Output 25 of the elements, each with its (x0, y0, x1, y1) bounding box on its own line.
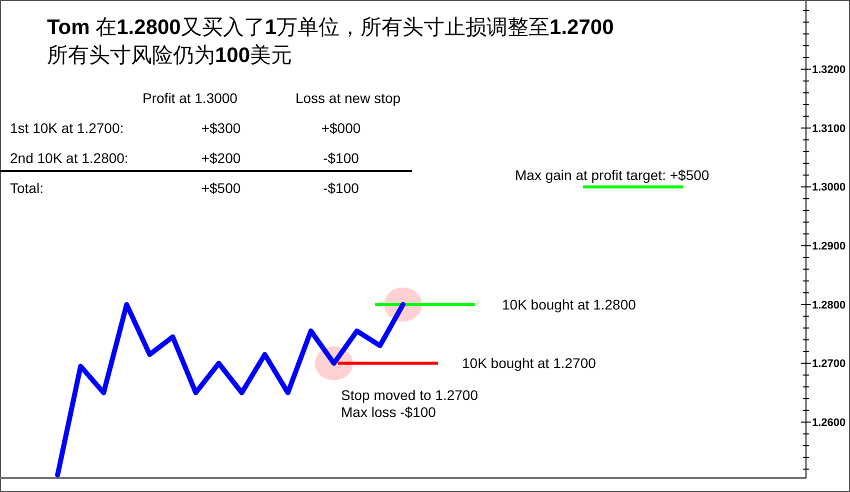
ref-line-label: 10K bought at 1.2700 (462, 355, 596, 372)
y-tick-label: 1.2800 (812, 299, 846, 312)
text: Tom 在1.2800又买入了1万单位，所有头寸止损调整至1.2700 (47, 16, 614, 39)
annotation: +$000 (321, 120, 361, 136)
annotation: 2nd 10K at 1.2800: (10, 150, 128, 166)
annotation: -$100 (323, 150, 360, 166)
annotation: +$200 (201, 150, 241, 166)
annotation: -$100 (323, 180, 360, 196)
annotation: Total: (10, 180, 44, 196)
y-tick-label: 1.3100 (812, 122, 846, 135)
y-tick-label: 1.3200 (812, 64, 846, 76)
annotation: +$300 (201, 120, 241, 136)
ref-line-label: 10K bought at 1.2800 (502, 296, 636, 312)
annotation: Profit at 1.3000 (142, 90, 238, 106)
annotation: 1st 10K at 1.2700: (10, 120, 124, 136)
y-tick-label: 1.2700 (812, 358, 846, 370)
ref-line-label: Max gain at profit target: +$500 (515, 166, 710, 183)
annotation: +$500 (201, 180, 241, 196)
text: 所有头寸风险仍为100美元 (47, 44, 292, 67)
y-tick-label: 1.2600 (812, 416, 846, 429)
y-tick-label: 1.3000 (812, 182, 846, 194)
annotation: Stop moved to 1.2700 (341, 387, 478, 403)
y-tick-label: 1.2900 (812, 240, 846, 253)
annotation: Max loss -$100 (341, 404, 436, 420)
annotation: Loss at new stop (295, 90, 401, 106)
